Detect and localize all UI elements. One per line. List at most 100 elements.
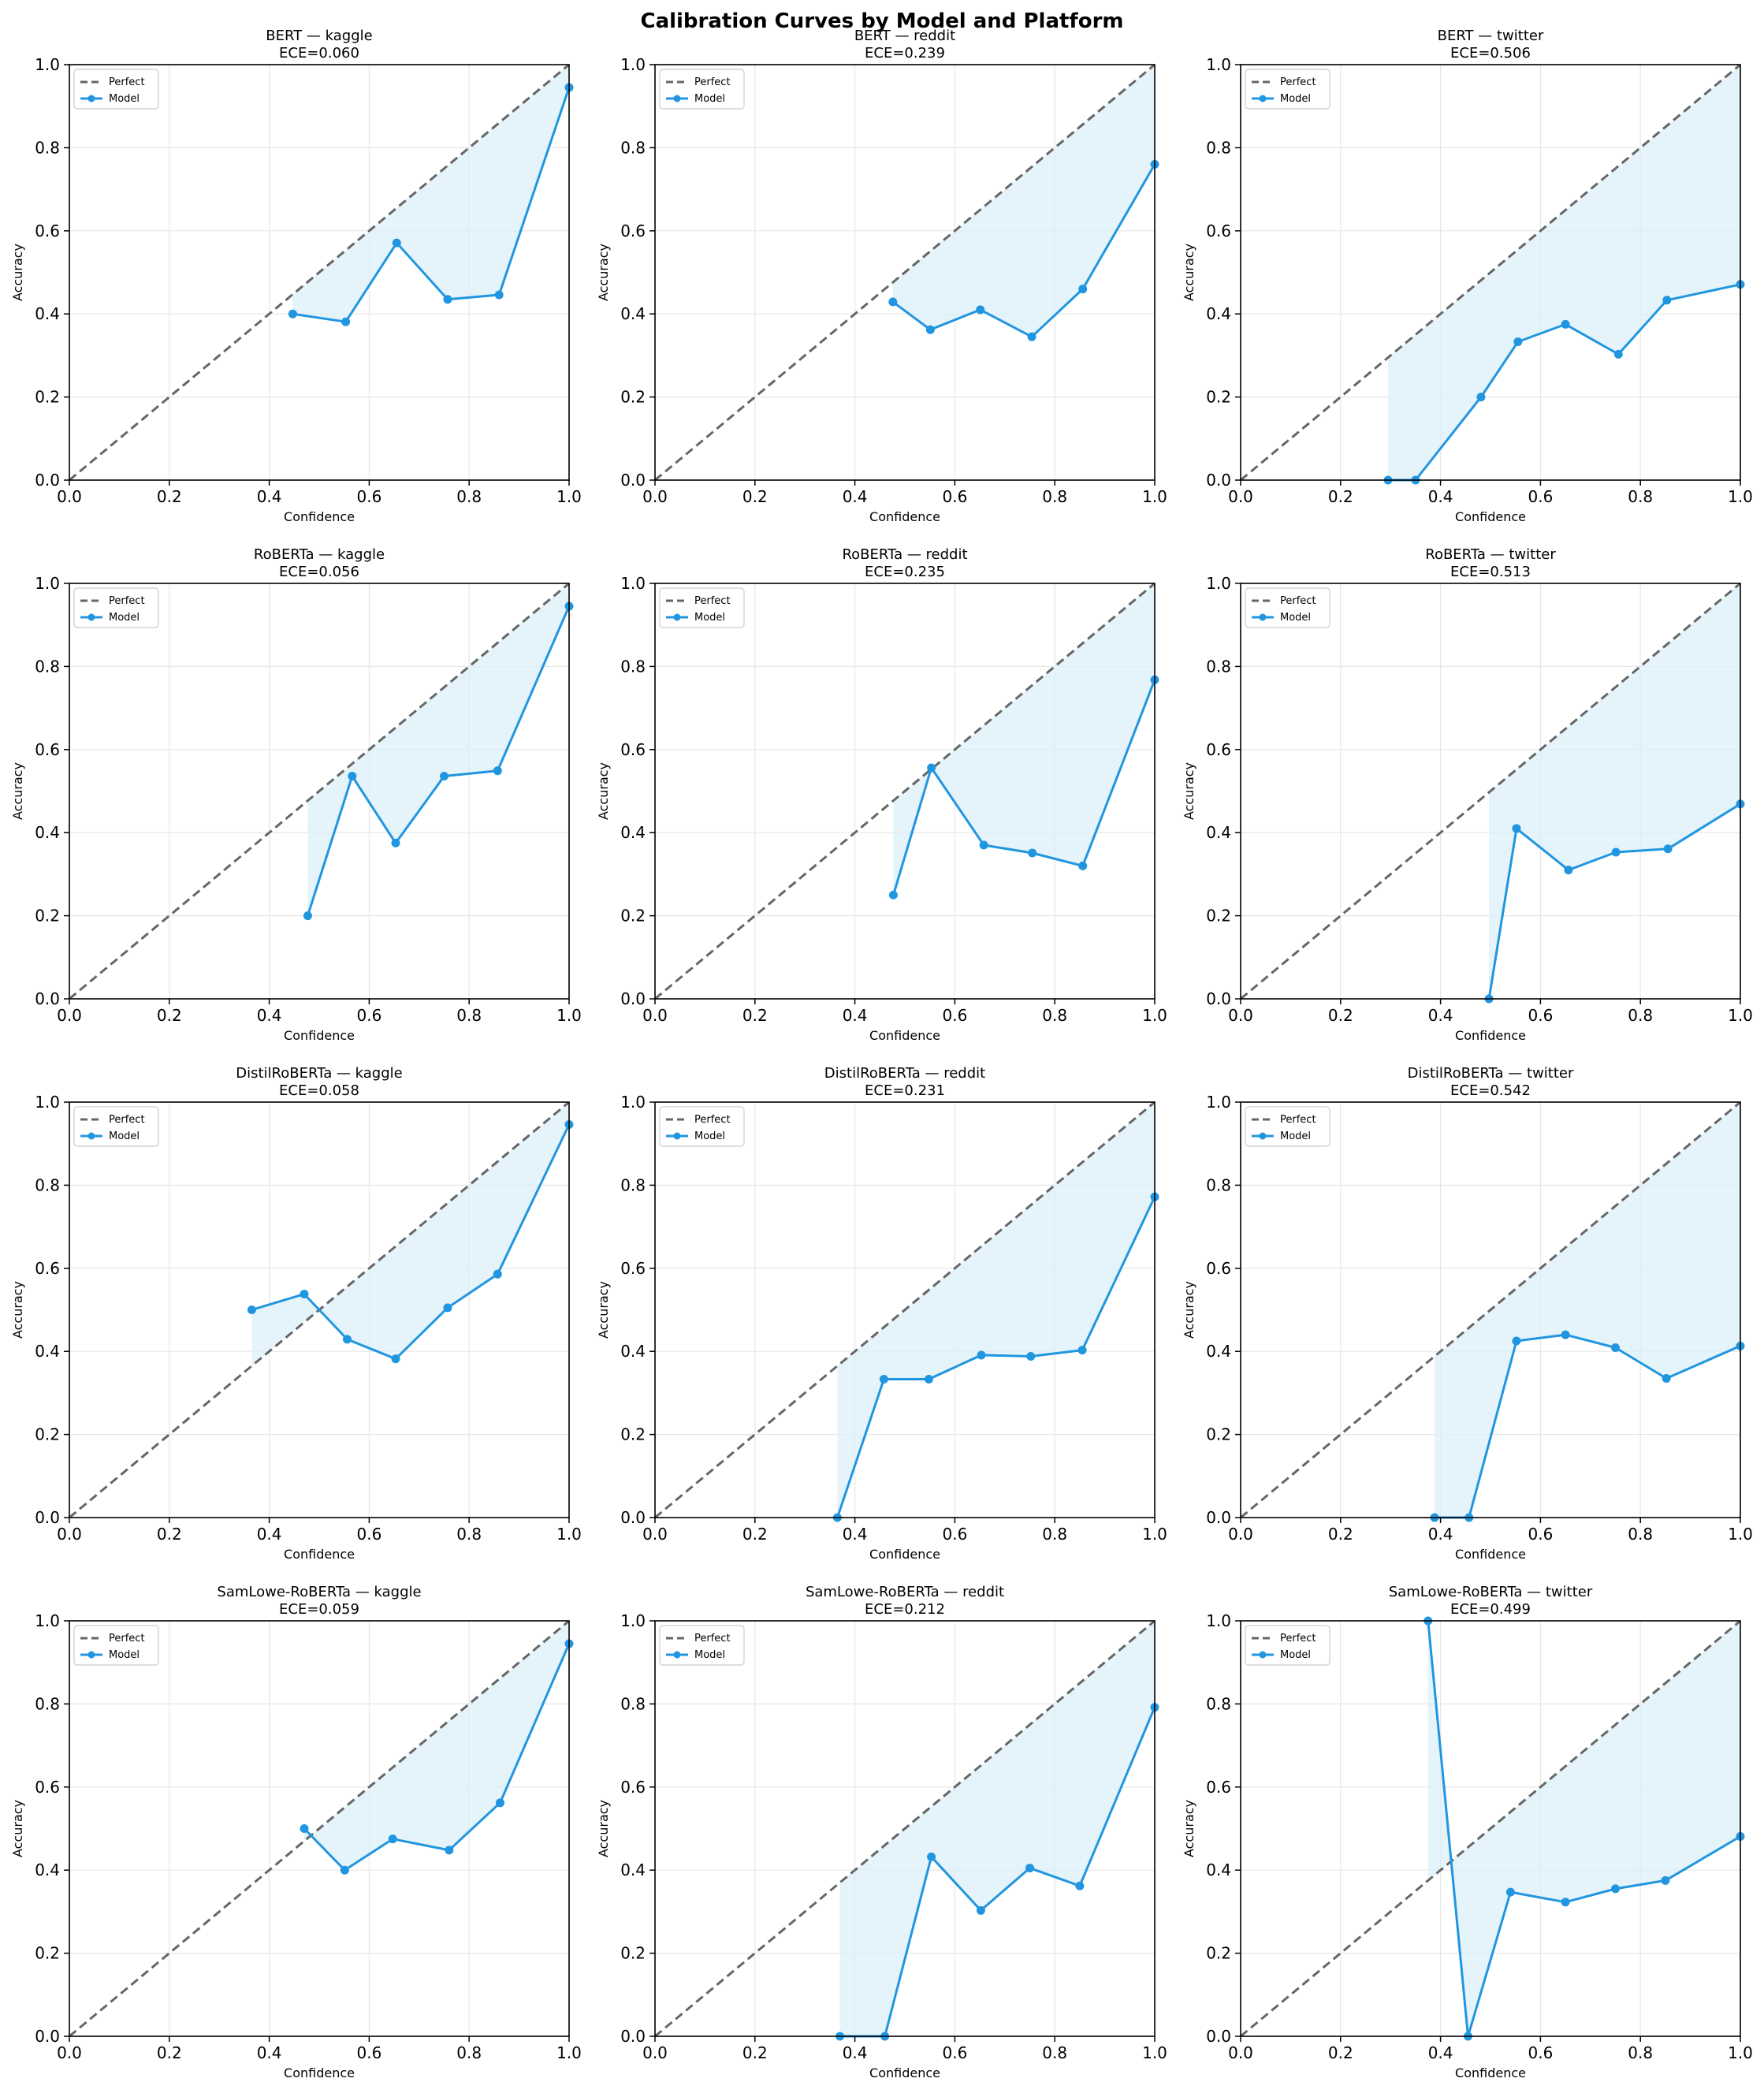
legend-perfect-label: Perfect — [1280, 1114, 1316, 1126]
calibration-gap-area — [892, 65, 1155, 337]
legend-model-label: Model — [1280, 612, 1311, 624]
model-data-point — [1077, 1346, 1087, 1355]
y-axis-label: Accuracy — [596, 1281, 611, 1339]
x-tick-label: 0.2 — [742, 1525, 768, 1544]
figure-title: Calibration Curves by Model and Platform — [640, 9, 1123, 33]
legend-model-marker — [673, 1132, 681, 1140]
axes-frame — [654, 1620, 1156, 2037]
x-axis-label: Confidence — [284, 509, 355, 524]
model-data-point — [1611, 1884, 1620, 1894]
legend-perfect-label: Perfect — [109, 1633, 145, 1644]
model-calibration-line — [303, 1643, 571, 1872]
x-tick-label: 0.0 — [642, 1006, 668, 1025]
x-tick-label: 0.0 — [1228, 1525, 1253, 1544]
x-tick-label: 0.4 — [257, 2043, 282, 2062]
model-data-point — [1078, 861, 1088, 870]
panel-ece: ECE=0.239 — [865, 45, 945, 61]
y-tick-label: 0.8 — [35, 1694, 60, 1713]
x-tick-label: 0.0 — [1228, 2043, 1253, 2062]
y-axis-label: Accuracy — [10, 1281, 25, 1339]
model-data-point — [300, 1824, 309, 1833]
y-tick-label: 0.6 — [35, 740, 60, 759]
model-data-point — [1613, 349, 1623, 359]
model-data-point — [348, 772, 357, 781]
legend: Perfect Model — [659, 69, 745, 110]
legend-perfect-label: Perfect — [109, 595, 145, 607]
model-data-point — [340, 1865, 349, 1875]
panel-title: RoBERTa — twitter — [1425, 546, 1556, 563]
panel-ece: ECE=0.235 — [865, 564, 945, 580]
perfect-calibration-line — [1241, 1102, 1740, 1518]
legend: Perfect Model — [1245, 1625, 1330, 1666]
panel-title: SamLowe-RoBERTa — reddit — [806, 1584, 1004, 1600]
y-tick-label: 0.4 — [620, 1342, 646, 1361]
x-tick-label: 0.0 — [642, 487, 668, 506]
panel-ece: ECE=0.060 — [279, 45, 359, 61]
y-tick-label: 0.0 — [1206, 2027, 1231, 2046]
panel-ece: ECE=0.059 — [279, 1601, 359, 1618]
y-axis-label: Accuracy — [596, 244, 611, 301]
model-data-point — [976, 305, 985, 315]
x-tick-label: 0.0 — [57, 1006, 82, 1025]
x-tick-label: 0.0 — [642, 2043, 668, 2062]
model-data-point — [288, 309, 297, 318]
x-tick-label: 0.8 — [1628, 2043, 1653, 2062]
y-tick-label: 0.2 — [1206, 1944, 1231, 1963]
y-tick-label: 1.0 — [1206, 55, 1231, 74]
x-axis-label: Confidence — [869, 1028, 940, 1043]
x-tick-label: 0.4 — [257, 487, 282, 506]
legend: Perfect Model — [73, 1106, 159, 1147]
legend-model-label: Model — [1280, 93, 1311, 105]
model-data-point — [1661, 1875, 1670, 1885]
y-tick-label: 0.2 — [1206, 388, 1231, 407]
calibration-gap-area — [893, 583, 1155, 896]
model-data-point — [494, 290, 504, 300]
x-tick-label: 0.2 — [742, 1006, 768, 1025]
y-tick-label: 0.2 — [620, 1425, 646, 1444]
perfect-calibration-line — [655, 583, 1155, 999]
x-tick-label: 0.2 — [742, 2043, 768, 2062]
x-tick-label: 0.2 — [1328, 1006, 1353, 1025]
x-axis-label: Confidence — [284, 1547, 355, 1562]
x-tick-label: 0.8 — [1628, 1525, 1653, 1544]
panel-ece: ECE=0.058 — [279, 1082, 359, 1099]
panel-ece: ECE=0.542 — [1450, 1082, 1531, 1099]
model-data-point — [1611, 847, 1621, 857]
x-tick-label: 1.0 — [1728, 2043, 1753, 2062]
model-data-point — [1561, 319, 1570, 329]
model-data-point — [924, 1375, 933, 1384]
model-data-point — [493, 766, 502, 776]
y-tick-label: 0.8 — [1206, 1175, 1231, 1194]
x-tick-label: 0.2 — [157, 2043, 182, 2062]
y-tick-label: 0.6 — [1206, 740, 1231, 759]
x-tick-label: 0.0 — [57, 487, 82, 506]
model-data-point — [1561, 1898, 1570, 1907]
axes-frame — [1240, 583, 1741, 1000]
x-axis-label: Confidence — [869, 1547, 940, 1562]
model-data-point — [1662, 1373, 1671, 1383]
model-calibration-line — [292, 87, 571, 323]
y-axis-label: Accuracy — [1182, 1800, 1196, 1857]
y-tick-label: 0.4 — [1206, 1342, 1231, 1361]
calibration-gap-area — [304, 1621, 569, 1871]
panel-ece: ECE=0.212 — [865, 1601, 945, 1618]
legend: Perfect Model — [659, 1106, 745, 1147]
model-data-point — [888, 297, 898, 307]
legend-model-marker — [87, 613, 95, 621]
x-tick-label: 0.4 — [1428, 2043, 1453, 2062]
y-tick-label: 0.8 — [620, 1175, 646, 1194]
model-data-point — [925, 325, 935, 334]
x-tick-label: 0.8 — [456, 487, 482, 506]
model-data-point — [976, 1905, 985, 1915]
legend-model-marker — [87, 95, 95, 102]
perfect-calibration-line — [69, 1621, 569, 2036]
y-tick-label: 1.0 — [35, 1611, 60, 1630]
x-tick-label: 0.8 — [1042, 1525, 1067, 1544]
legend-model-marker — [673, 613, 681, 621]
axes-frame — [1240, 1620, 1741, 2037]
y-tick-label: 0.6 — [1206, 222, 1231, 240]
axes-frame — [1240, 64, 1741, 481]
